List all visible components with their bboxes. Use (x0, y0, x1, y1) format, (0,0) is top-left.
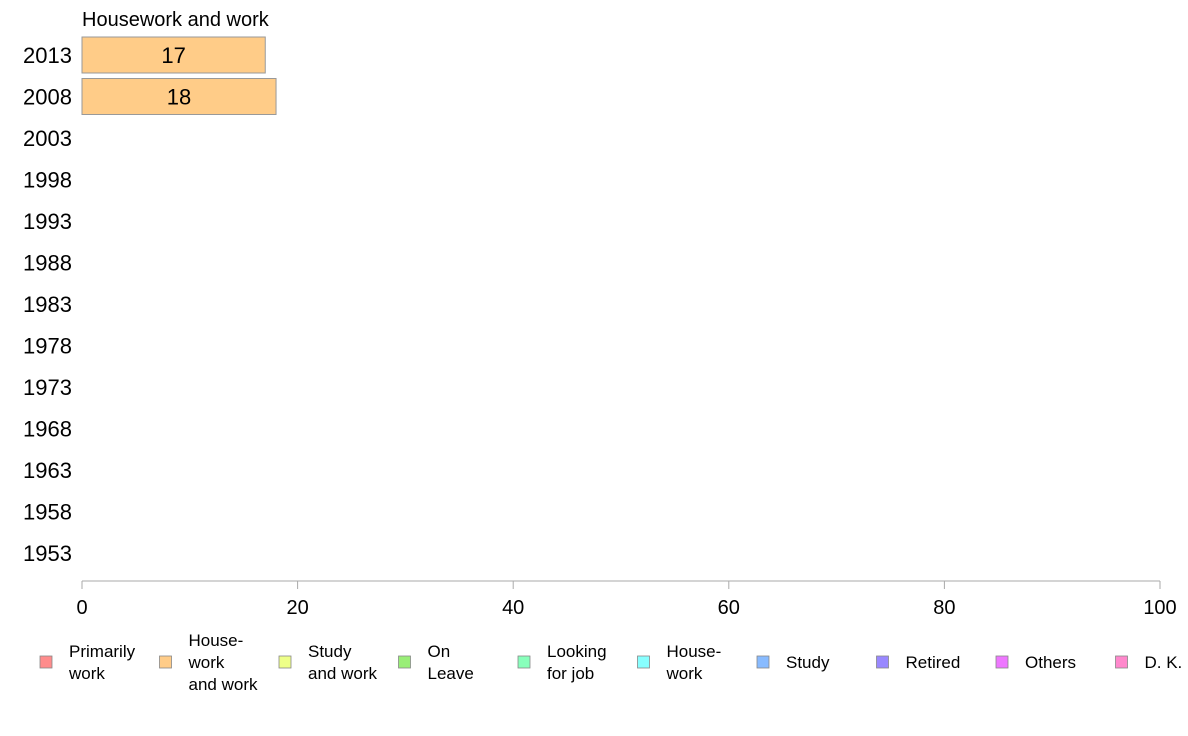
legend-swatch (756, 655, 770, 669)
legend-swatch (1115, 655, 1128, 669)
year-label: 1998 (23, 168, 72, 193)
legend-swatch (159, 655, 172, 669)
legend-item: Retired (876, 653, 961, 672)
year-label: 1988 (23, 251, 72, 276)
chart-title: Housework and work (82, 9, 270, 31)
bar-value-label: 17 (161, 43, 185, 68)
legend-label: work (188, 653, 225, 672)
legend-label: Leave (428, 664, 474, 683)
legend-item: Study and work (278, 642, 377, 683)
year-label: 1993 (23, 209, 72, 234)
legend-item: On Leave (398, 642, 474, 683)
x-tick-label: 40 (502, 597, 524, 619)
legend-swatch (637, 655, 650, 669)
legend-swatch (39, 655, 53, 669)
x-tick-label: 0 (76, 597, 87, 619)
legend-swatch (517, 655, 531, 669)
x-tick-label: 20 (286, 597, 308, 619)
year-labels-layer: 2013 2008 2003 1998 1993 1988 1983 1978 1973 1968… (23, 43, 72, 566)
legend-label: and work (189, 675, 258, 694)
legend-label: Looking (547, 642, 607, 661)
legend-swatch (398, 655, 411, 669)
legend-label: Others (1025, 653, 1076, 672)
year-label: 1968 (23, 417, 72, 442)
year-label: 2013 (23, 43, 72, 68)
year-label: 1978 (23, 334, 72, 359)
legend-item: House-work (637, 642, 722, 683)
legend-label: Retired (906, 653, 961, 672)
x-tick-label: 80 (933, 597, 955, 619)
legend-item: Primarily work (39, 642, 136, 683)
year-label: 1963 (23, 458, 72, 483)
x-tick-label: 60 (718, 597, 740, 619)
year-label: 1983 (23, 292, 72, 317)
legend-item: Looking for job (517, 642, 607, 683)
legend-item: Study (756, 653, 830, 672)
year-label: 2008 (23, 85, 72, 110)
legend-label: Study (308, 642, 352, 661)
legend-label: On (428, 642, 451, 661)
legend-label: and work (308, 664, 377, 683)
legend-label: Study (786, 653, 830, 672)
year-label: 2003 (23, 126, 72, 151)
legend-label: Primarily (69, 642, 136, 661)
legend-label: House- (667, 642, 722, 661)
bar (81, 78, 277, 115)
legend-swatch (278, 655, 292, 669)
year-label: 1953 (23, 541, 72, 566)
bar (81, 36, 266, 74)
legend-label: D. K. (1145, 653, 1183, 672)
x-tick-label: 100 (1143, 597, 1176, 619)
legend-item: Others (995, 653, 1076, 672)
legend-swatch (995, 655, 1009, 669)
legend-label: work (666, 664, 703, 683)
legend-label: work (68, 664, 105, 683)
legend-label: House- (189, 631, 244, 650)
legend-label: for job (547, 664, 594, 683)
legend-swatch (876, 655, 889, 669)
legend-item: House-work and work (159, 631, 258, 694)
x-axis: 0 20 40 60 80 100 (76, 580, 1177, 619)
legend-item: D. K. (1115, 653, 1183, 672)
year-label: 1973 (23, 375, 72, 400)
year-label: 1958 (23, 500, 72, 525)
bar-value-label: 18 (167, 85, 191, 110)
